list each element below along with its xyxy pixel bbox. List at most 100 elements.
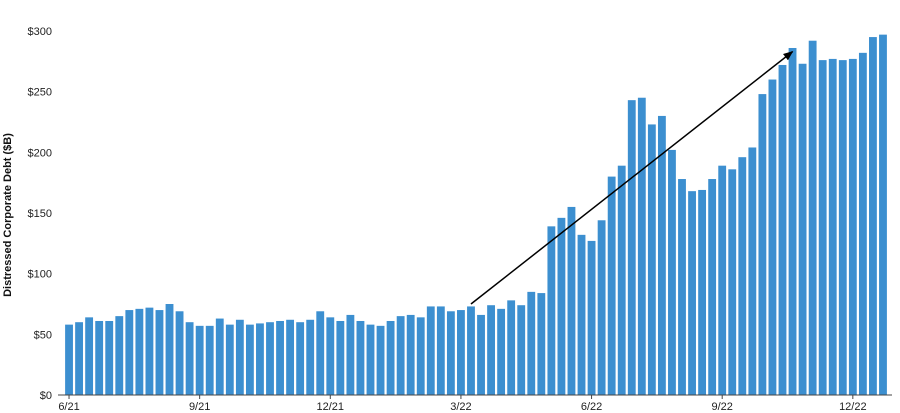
bar xyxy=(286,319,295,395)
x-tick-labels: 6/21 9/21 12/21 3/22 6/22 9/22 12/22 xyxy=(58,395,867,413)
y-tick-labels: $0 $50 $100 $150 $200 $250 $300 xyxy=(28,26,52,402)
bar xyxy=(276,320,284,395)
bar xyxy=(396,316,405,395)
bar xyxy=(95,320,104,395)
bar xyxy=(165,304,174,395)
bar xyxy=(436,306,445,395)
y-tick-label: $250 xyxy=(28,87,52,99)
bar xyxy=(748,147,757,395)
bar xyxy=(778,64,787,395)
bar xyxy=(406,314,415,395)
x-tick-label: 6/22 xyxy=(581,401,602,413)
x-tick-label: 9/21 xyxy=(189,401,210,413)
x-tick-label: 12/22 xyxy=(839,401,867,413)
bar xyxy=(808,40,817,396)
bar xyxy=(607,176,616,395)
bar xyxy=(115,316,124,395)
bar xyxy=(125,310,134,395)
bar xyxy=(306,319,315,395)
bar xyxy=(688,191,696,395)
bar xyxy=(346,314,355,395)
bar xyxy=(316,311,325,395)
bar xyxy=(245,324,254,395)
y-tick-label: $50 xyxy=(34,329,52,341)
bar xyxy=(75,322,83,395)
bar xyxy=(567,206,576,395)
x-tick-label: 3/22 xyxy=(450,401,471,413)
bar xyxy=(487,305,495,395)
bar xyxy=(798,63,807,395)
bar xyxy=(497,308,506,395)
bar xyxy=(527,291,536,395)
bar xyxy=(356,320,365,395)
bar xyxy=(225,324,234,395)
bar xyxy=(557,217,566,395)
bar xyxy=(647,124,656,396)
bar xyxy=(617,165,626,395)
y-tick-label: $300 xyxy=(28,26,52,38)
bar xyxy=(467,306,475,395)
bar xyxy=(869,37,877,395)
bar xyxy=(698,189,707,395)
bar xyxy=(879,34,887,395)
bar xyxy=(326,317,335,395)
bar xyxy=(668,149,676,395)
bar xyxy=(818,60,827,396)
y-tick-label: $200 xyxy=(28,147,52,159)
bar xyxy=(718,165,727,395)
bar xyxy=(768,79,777,395)
bar xyxy=(627,100,636,395)
bar xyxy=(65,324,73,395)
bar xyxy=(477,314,485,395)
bar xyxy=(587,240,596,395)
bar xyxy=(838,60,847,396)
bar xyxy=(537,293,546,395)
bar xyxy=(266,322,274,395)
bar xyxy=(215,318,224,395)
bars xyxy=(65,34,887,396)
bar xyxy=(195,325,204,395)
bar xyxy=(657,115,666,396)
bar xyxy=(296,322,305,395)
bar xyxy=(758,94,767,395)
x-tick-label: 6/21 xyxy=(58,401,79,413)
bar xyxy=(256,323,264,395)
bar xyxy=(426,306,435,395)
bar xyxy=(788,47,797,396)
y-tick-label: $100 xyxy=(28,269,52,281)
y-axis-title: Distressed Corporate Debt ($B) xyxy=(2,133,14,297)
bar xyxy=(517,305,526,395)
bar xyxy=(597,220,606,395)
annotations xyxy=(470,51,794,305)
bar xyxy=(858,52,867,396)
x-tick-label: 12/21 xyxy=(317,401,345,413)
bar xyxy=(577,234,586,395)
bar xyxy=(678,179,686,395)
bar xyxy=(708,179,717,395)
bar xyxy=(386,320,395,395)
bar xyxy=(336,320,345,395)
bar xyxy=(507,300,516,395)
bar xyxy=(135,308,144,395)
bar xyxy=(848,58,857,395)
bar xyxy=(446,311,455,395)
bar xyxy=(235,319,244,395)
y-tick-label: $0 xyxy=(40,390,52,402)
bar xyxy=(728,169,737,395)
bar xyxy=(105,320,114,395)
bar xyxy=(376,325,385,395)
bar xyxy=(738,157,747,395)
trend-arrow xyxy=(470,51,794,305)
bar xyxy=(155,310,164,395)
bar xyxy=(85,317,94,395)
bar xyxy=(547,226,556,395)
bar xyxy=(205,325,214,395)
bar xyxy=(175,311,184,395)
x-tick-label: 9/22 xyxy=(711,401,732,413)
bar xyxy=(828,58,837,395)
bar xyxy=(457,310,465,395)
bar xyxy=(416,317,425,395)
bar xyxy=(366,324,375,395)
bar xyxy=(637,97,646,395)
